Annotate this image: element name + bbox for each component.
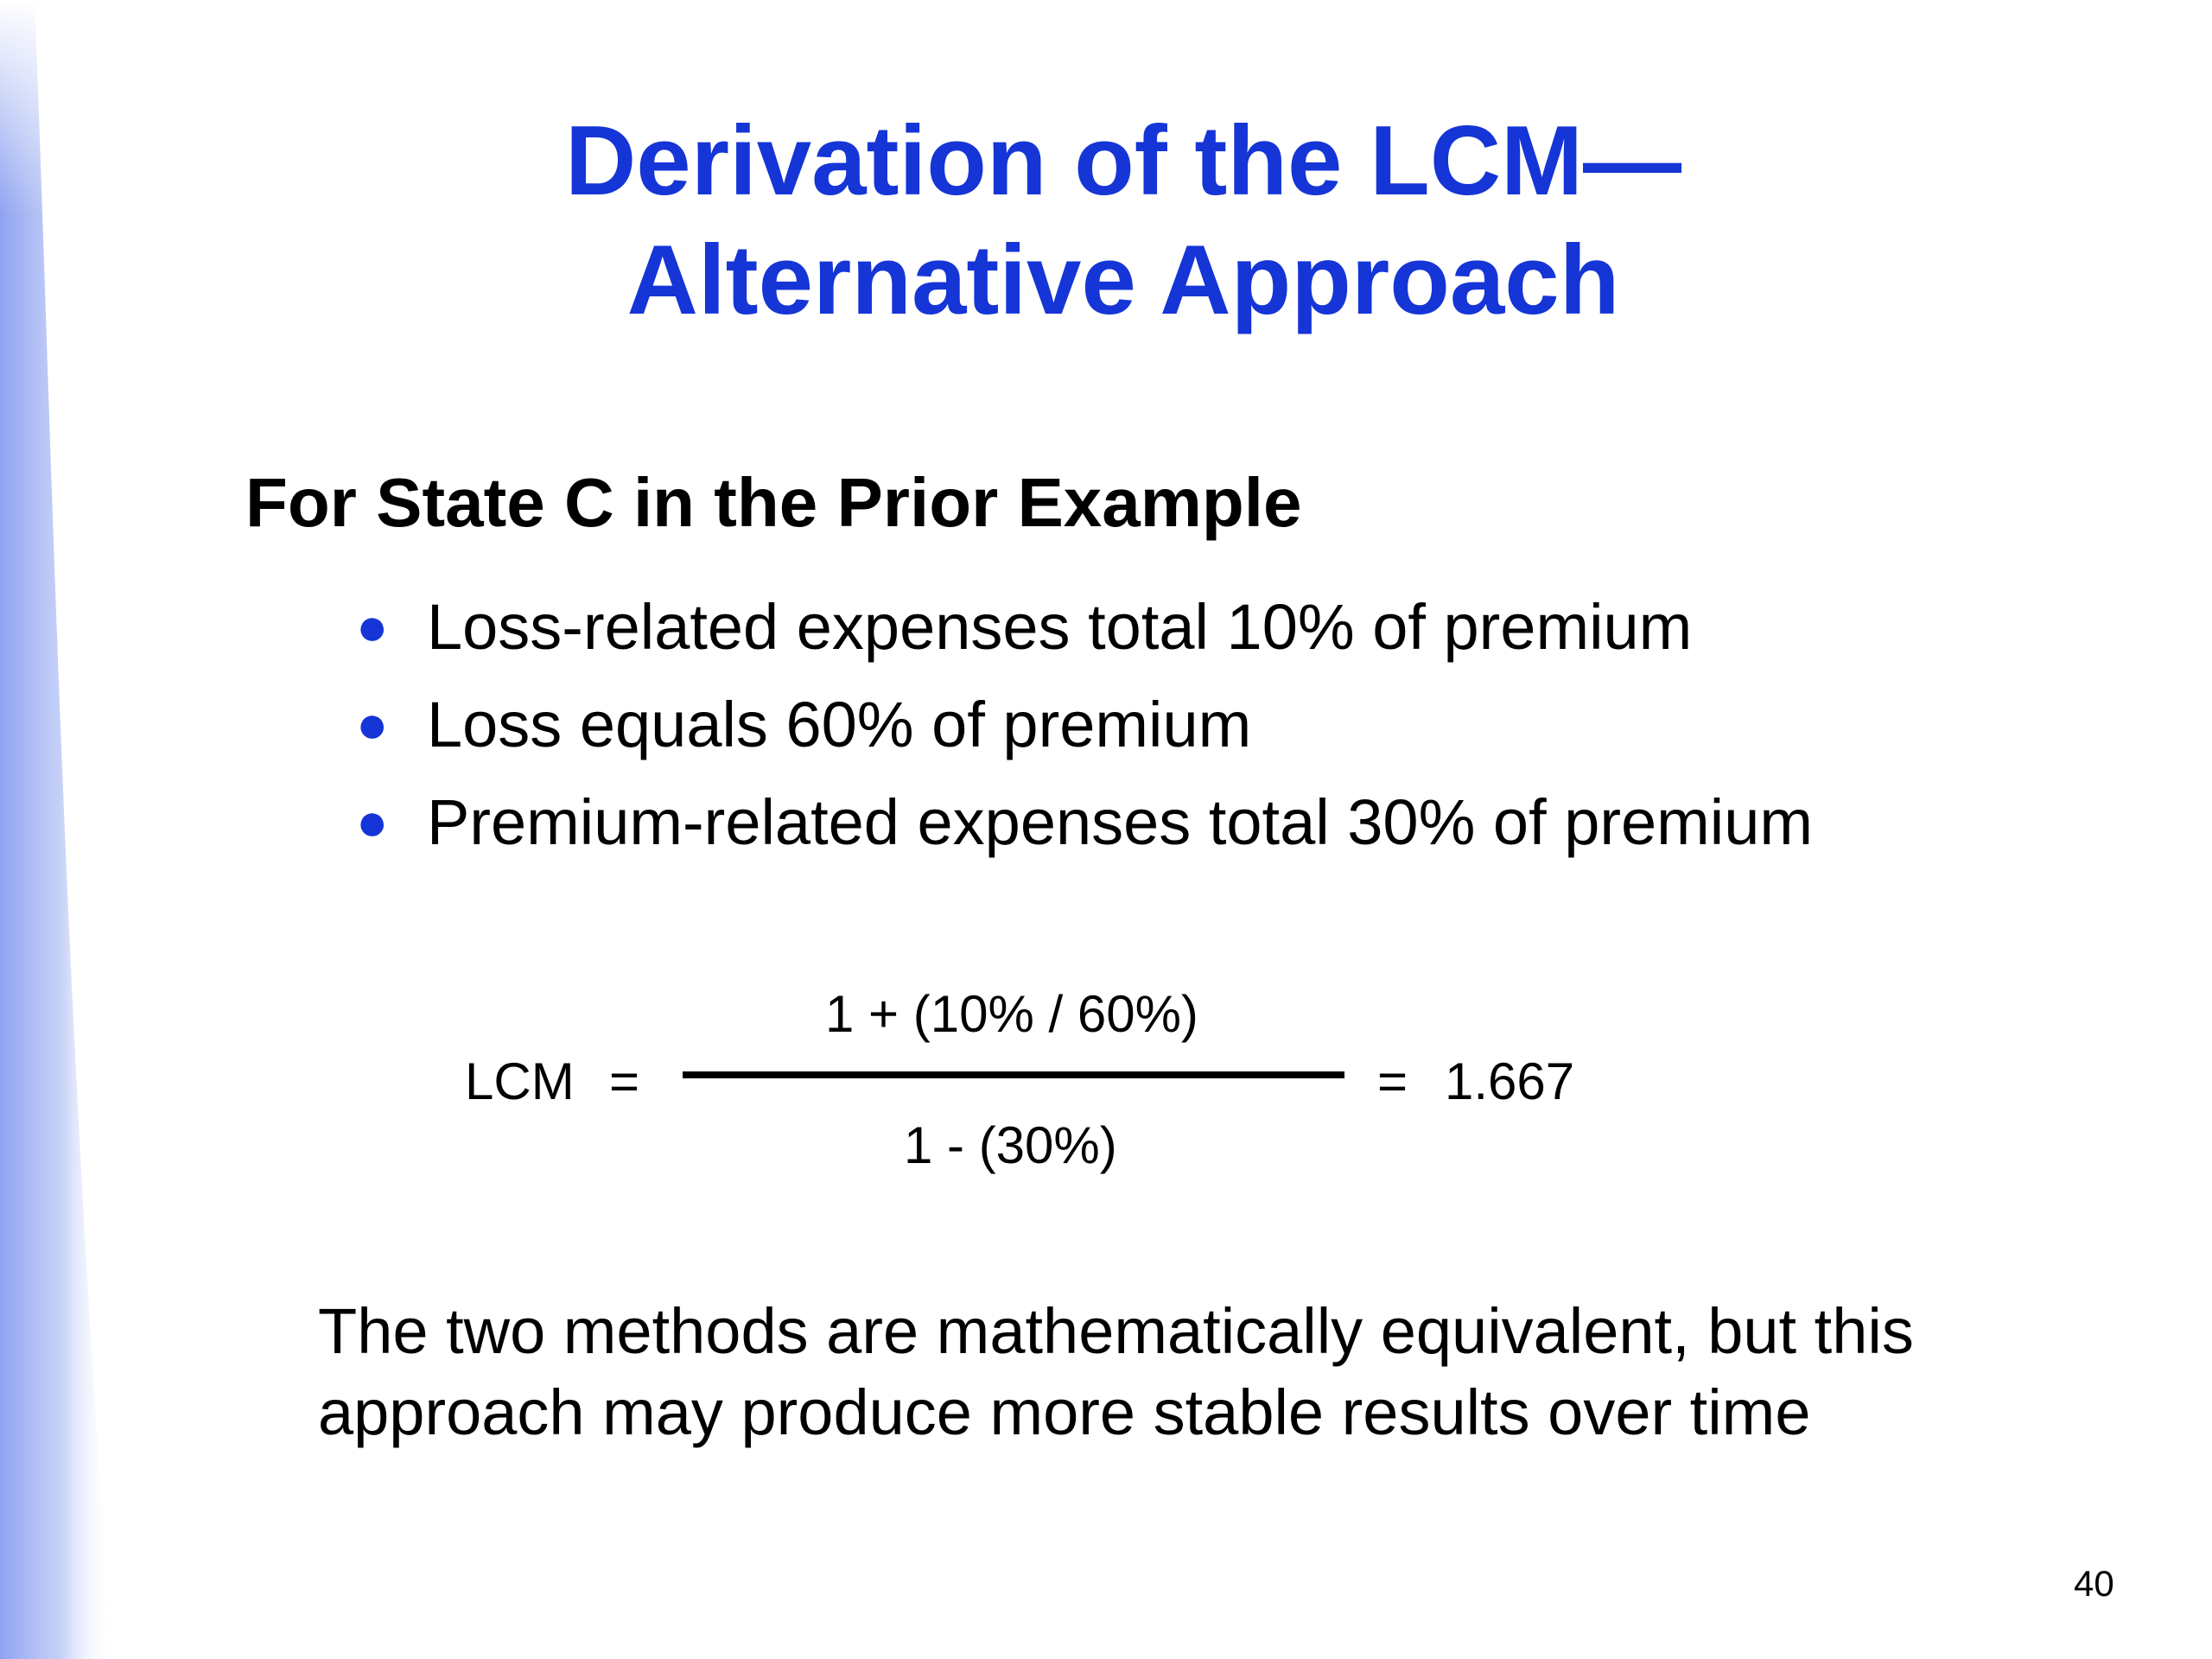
bullet-item: ● Loss equals 60% of premium — [356, 685, 1813, 783]
bullet-dot-icon: ● — [356, 792, 389, 852]
section-subheading: For State C in the Prior Example — [245, 464, 1302, 541]
formula-lhs: LCM — [465, 1052, 575, 1110]
formula-denominator: 1 - (30%) — [904, 1116, 1117, 1174]
bullet-item: ● Premium-related expenses total 30% of … — [356, 783, 1813, 880]
bullet-dot-icon: ● — [356, 597, 389, 657]
formula-result: 1.667 — [1445, 1052, 1575, 1110]
conclusion-note: The two methods are mathematically equiv… — [318, 1291, 2089, 1453]
slide-title: Derivation of the LCM— Alternative Appro… — [0, 102, 2212, 340]
page-number: 40 — [2074, 1563, 2114, 1604]
conclusion-line-2: approach may produce more stable results… — [318, 1376, 1811, 1448]
bullet-text: Loss-related expenses total 10% of premi… — [427, 591, 1693, 663]
slide-title-line-2: Alternative Approach — [626, 226, 1620, 335]
left-gradient-decoration — [0, 0, 112, 1659]
formula-numerator: 1 + (10% / 60%) — [825, 985, 1198, 1043]
conclusion-line-1: The two methods are mathematically equiv… — [318, 1295, 1914, 1367]
slide-title-line-1: Derivation of the LCM— — [564, 106, 1682, 216]
formula-result-equals-sign: = — [1377, 1052, 1408, 1110]
bullet-text: Loss equals 60% of premium — [427, 689, 1252, 760]
formula-equals-sign: = — [609, 1052, 640, 1110]
fraction-bar — [683, 1071, 1344, 1078]
bullet-dot-icon: ● — [356, 695, 389, 754]
bullet-item: ● Loss-related expenses total 10% of pre… — [356, 588, 1813, 685]
bullet-list: ● Loss-related expenses total 10% of pre… — [356, 588, 1813, 880]
bullet-text: Premium-related expenses total 30% of pr… — [427, 786, 1814, 858]
